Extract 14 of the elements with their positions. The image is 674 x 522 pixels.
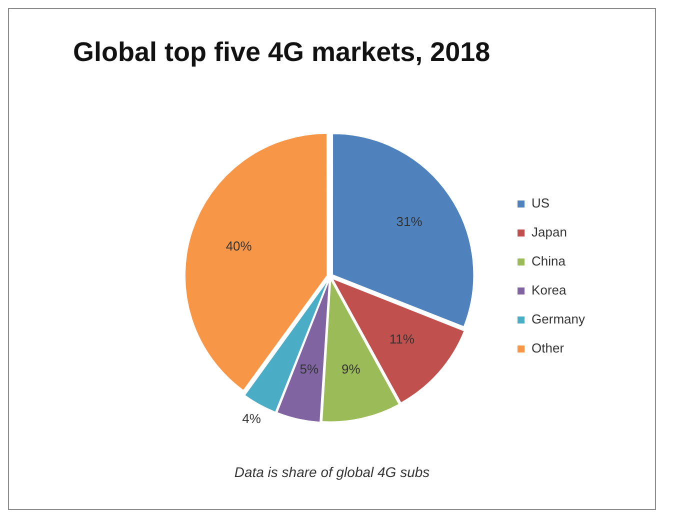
legend-label: Other (532, 340, 565, 356)
data-label: 4% (242, 410, 262, 426)
text: Data is share of global 4G subs (233, 464, 431, 480)
legend-label: Japan (532, 224, 567, 240)
legend-label: Korea (532, 282, 567, 298)
data-label: 9% (342, 362, 361, 377)
data-label: 40% (226, 238, 252, 254)
legend-label: China (532, 254, 566, 269)
data-label: 11% (389, 331, 415, 346)
legend-label: Germany (532, 312, 586, 327)
legend-label: US (532, 196, 550, 211)
chart-title: Global top five 4G markets, 2018 (72, 37, 492, 68)
data-label: 5% (300, 362, 319, 377)
data-label: 31% (396, 214, 423, 230)
